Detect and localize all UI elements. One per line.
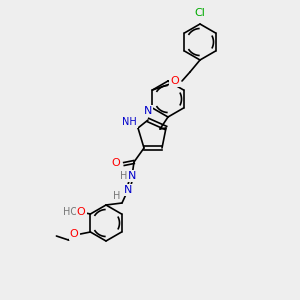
Text: H: H <box>112 191 120 201</box>
Text: N: N <box>128 171 136 181</box>
Text: NH: NH <box>122 117 137 127</box>
Text: N: N <box>124 185 132 195</box>
Text: O: O <box>70 229 78 239</box>
Text: H: H <box>120 171 127 181</box>
Text: HO: HO <box>63 207 78 217</box>
Text: Cl: Cl <box>195 8 206 18</box>
Text: O: O <box>77 207 85 217</box>
Text: O: O <box>170 76 179 86</box>
Text: N: N <box>144 106 152 116</box>
Text: O: O <box>111 158 120 168</box>
